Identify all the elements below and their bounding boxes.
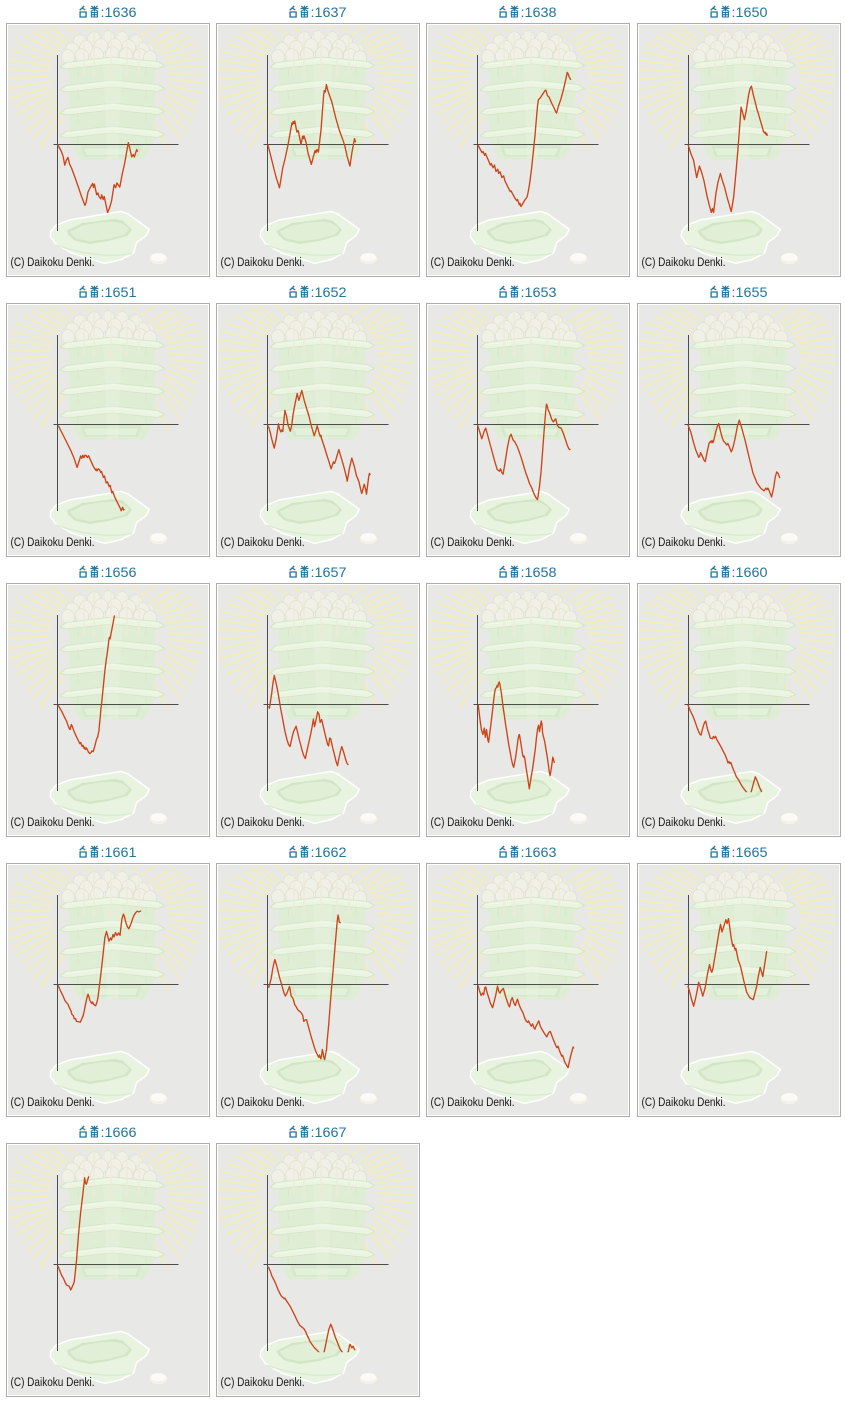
svg-text::1651: :1651 bbox=[101, 285, 137, 300]
svg-text:(C) Daikoku Denki.: (C) Daikoku Denki. bbox=[221, 815, 305, 829]
svg-text:(C) Daikoku Denki.: (C) Daikoku Denki. bbox=[221, 1375, 305, 1389]
svg-text::1656: :1656 bbox=[101, 565, 137, 580]
svg-text:(C) Daikoku Denki.: (C) Daikoku Denki. bbox=[11, 255, 95, 269]
svg-text::1660: :1660 bbox=[732, 565, 768, 580]
svg-text:(C) Daikoku Denki.: (C) Daikoku Denki. bbox=[11, 535, 95, 549]
svg-text:(C) Daikoku Denki.: (C) Daikoku Denki. bbox=[11, 815, 95, 829]
svg-text:(C) Daikoku Denki.: (C) Daikoku Denki. bbox=[642, 535, 726, 549]
svg-text:(C) Daikoku Denki.: (C) Daikoku Denki. bbox=[431, 255, 515, 269]
svg-text::1637: :1637 bbox=[311, 5, 347, 20]
svg-text::1662: :1662 bbox=[311, 845, 347, 860]
svg-text::1653: :1653 bbox=[521, 285, 557, 300]
svg-text::1663: :1663 bbox=[521, 845, 557, 860]
svg-text:(C) Daikoku Denki.: (C) Daikoku Denki. bbox=[221, 535, 305, 549]
svg-text::1638: :1638 bbox=[521, 5, 557, 20]
svg-text::1667: :1667 bbox=[311, 1125, 347, 1140]
svg-text::1652: :1652 bbox=[311, 285, 347, 300]
svg-text:(C) Daikoku Denki.: (C) Daikoku Denki. bbox=[11, 1095, 95, 1109]
svg-text::1666: :1666 bbox=[101, 1125, 137, 1140]
svg-text::1650: :1650 bbox=[732, 5, 768, 20]
svg-text:(C) Daikoku Denki.: (C) Daikoku Denki. bbox=[221, 1095, 305, 1109]
svg-text::1661: :1661 bbox=[101, 845, 137, 860]
svg-text:(C) Daikoku Denki.: (C) Daikoku Denki. bbox=[431, 535, 515, 549]
svg-text:(C) Daikoku Denki.: (C) Daikoku Denki. bbox=[642, 1095, 726, 1109]
svg-text:(C) Daikoku Denki.: (C) Daikoku Denki. bbox=[11, 1375, 95, 1389]
svg-text::1657: :1657 bbox=[311, 565, 347, 580]
svg-text:(C) Daikoku Denki.: (C) Daikoku Denki. bbox=[431, 1095, 515, 1109]
svg-text::1658: :1658 bbox=[521, 565, 557, 580]
svg-text:(C) Daikoku Denki.: (C) Daikoku Denki. bbox=[221, 255, 305, 269]
svg-text:(C) Daikoku Denki.: (C) Daikoku Denki. bbox=[431, 815, 515, 829]
svg-text::1655: :1655 bbox=[732, 285, 768, 300]
svg-text:(C) Daikoku Denki.: (C) Daikoku Denki. bbox=[642, 255, 726, 269]
svg-text:(C) Daikoku Denki.: (C) Daikoku Denki. bbox=[642, 815, 726, 829]
svg-text::1636: :1636 bbox=[101, 5, 137, 20]
svg-text::1665: :1665 bbox=[732, 845, 768, 860]
